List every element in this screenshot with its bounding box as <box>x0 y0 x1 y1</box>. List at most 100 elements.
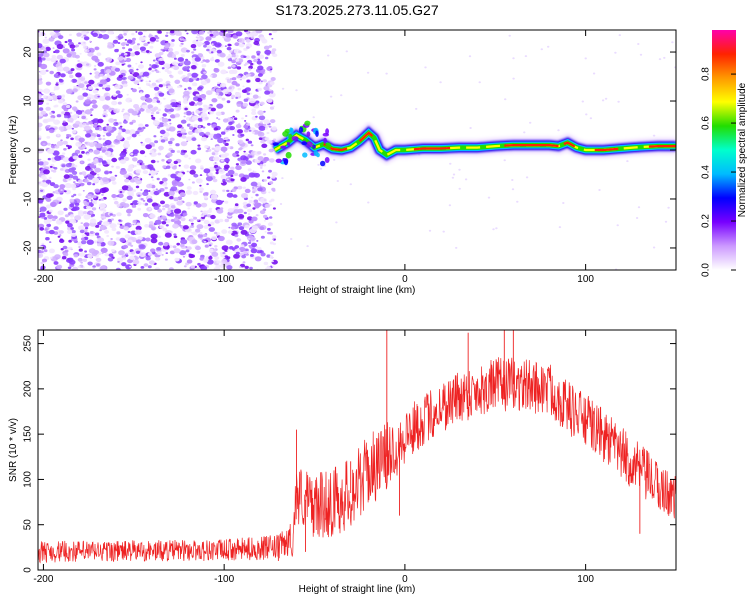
noise-blob <box>246 74 249 76</box>
noise-blob <box>155 188 158 191</box>
noise-blob <box>135 185 140 189</box>
noise-blob <box>237 222 243 226</box>
noise-blob <box>194 57 201 62</box>
noise-blob <box>97 243 102 247</box>
noise-blob <box>257 110 264 116</box>
noise-blob <box>247 216 253 221</box>
noise-blob <box>214 145 222 151</box>
noise-blob <box>130 203 134 206</box>
noise-blob <box>108 171 113 174</box>
noise-blob <box>196 101 203 106</box>
noise-blob <box>214 162 217 164</box>
noise-blob <box>165 34 169 37</box>
noise-blob <box>264 266 272 270</box>
noise-blob <box>49 165 53 168</box>
noise-blob <box>132 157 138 162</box>
noise-blob <box>242 85 245 88</box>
noise-blob <box>226 79 232 84</box>
noise-blob <box>197 233 204 238</box>
noise-blob <box>49 32 55 36</box>
noise-blob <box>145 144 152 150</box>
noise-blob <box>240 229 248 235</box>
noise-blob <box>251 111 257 116</box>
noise-blob <box>90 215 94 218</box>
noise-blob <box>150 233 158 239</box>
noise-blob <box>78 83 85 89</box>
noise-blob <box>196 37 201 40</box>
noise-blob <box>264 49 272 55</box>
noise-blob <box>82 92 88 97</box>
trace-blob <box>284 128 291 133</box>
noise-blob <box>81 171 87 176</box>
noise-blob <box>226 46 232 51</box>
noise-blob <box>104 96 111 101</box>
noise-blob <box>62 140 68 145</box>
noise-blob <box>226 172 230 175</box>
noise-blob <box>188 87 192 90</box>
trace-blob <box>323 137 327 144</box>
noise-blob <box>42 38 50 44</box>
trace-blob <box>306 141 313 148</box>
noise-blob <box>203 258 209 263</box>
noise-blob <box>204 145 209 149</box>
noise-blob <box>112 214 116 217</box>
noise-blob <box>215 92 220 96</box>
noise-blob <box>166 165 171 169</box>
noise-blob <box>247 237 251 240</box>
noise-blob <box>121 63 125 66</box>
noise-blob <box>224 255 229 258</box>
noise-blob <box>159 57 164 61</box>
noise-blob <box>171 180 178 185</box>
noise-blob <box>256 249 263 254</box>
noise-blob <box>168 140 173 145</box>
noise-blob <box>102 135 106 137</box>
trace-blob <box>291 136 299 141</box>
noise-blob <box>38 181 42 184</box>
noise-blob <box>109 213 113 216</box>
noise-blob <box>154 267 161 270</box>
noise-blob <box>127 75 134 80</box>
noise-blob <box>197 262 201 266</box>
noise-blob <box>266 131 270 135</box>
noise-blob <box>66 104 71 109</box>
noise-blob <box>98 163 102 166</box>
noise-blob <box>86 153 90 156</box>
noise-blob <box>139 251 147 257</box>
noise-blob <box>177 124 183 129</box>
noise-blob <box>40 261 44 265</box>
noise-blob <box>177 57 184 62</box>
noise-blob <box>81 240 87 245</box>
noise-blob <box>228 44 232 47</box>
noise-blob <box>206 45 212 49</box>
noise-blob <box>84 250 87 253</box>
noise-blob <box>160 200 165 205</box>
noise-blob <box>156 160 160 163</box>
noise-blob <box>263 86 270 91</box>
noise-blob <box>235 124 242 129</box>
noise-blob <box>248 65 254 70</box>
noise-blob <box>106 123 109 126</box>
noise-blob <box>186 186 192 190</box>
noise-blob <box>140 198 144 201</box>
noise-blob <box>99 225 107 231</box>
snr-y-ticks: 0 50 100 150 200 250 <box>23 335 676 573</box>
noise-blob <box>264 127 268 130</box>
noise-blob <box>58 220 62 223</box>
noise-blob <box>38 61 42 65</box>
noise-blob <box>191 82 198 87</box>
noise-blob <box>66 53 72 58</box>
noise-blob <box>525 176 529 179</box>
noise-blob <box>249 266 253 270</box>
noise-blob <box>59 234 62 236</box>
noise-blob <box>211 235 218 241</box>
noise-blob <box>119 159 127 165</box>
noise-blob <box>264 90 271 95</box>
noise-blob <box>263 153 267 156</box>
noise-blob <box>253 172 260 178</box>
noise-blob <box>182 225 189 230</box>
noise-blob <box>601 99 605 102</box>
noise-blob <box>139 46 146 52</box>
noise-blob <box>63 174 70 179</box>
noise-blob <box>216 234 219 237</box>
noise-blob <box>82 211 88 215</box>
